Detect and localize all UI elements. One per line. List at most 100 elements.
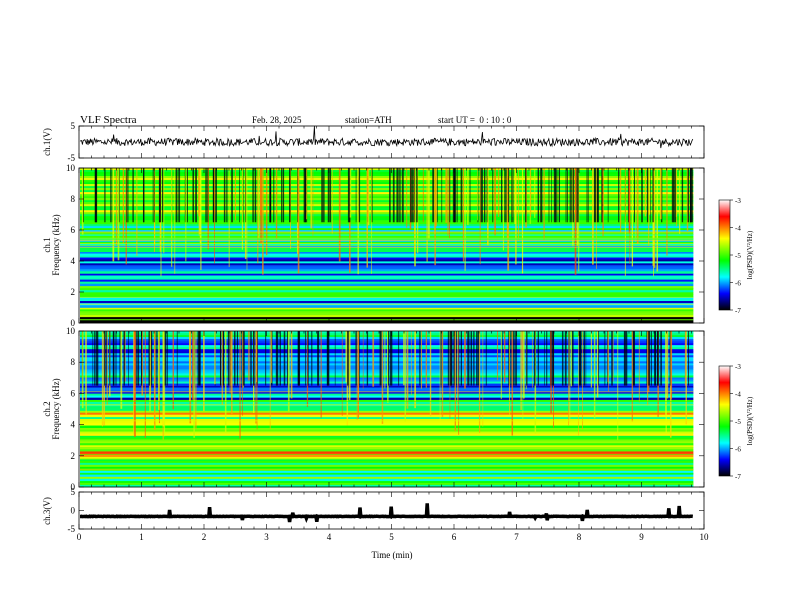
sferic-streak <box>671 168 674 223</box>
sferic-streak <box>406 331 409 409</box>
sferic-streak <box>447 331 449 386</box>
sferic-streak <box>222 331 225 386</box>
sferic-streak <box>402 168 404 223</box>
sferic-streak <box>569 331 571 423</box>
sferic-streak <box>195 168 197 223</box>
sferic-streak <box>425 331 428 388</box>
spectral-row <box>80 480 694 484</box>
sferic-streak <box>593 168 596 223</box>
spectral-row <box>80 391 694 394</box>
sferic-streak <box>106 331 107 386</box>
spectral-row <box>80 476 694 480</box>
spectral-row <box>80 367 694 370</box>
narrowband-line <box>80 420 694 422</box>
x-tick-label: 4 <box>327 532 332 542</box>
x-tick-label: 10 <box>700 532 710 542</box>
sferic-streak <box>305 331 307 386</box>
spectral-row <box>80 305 694 308</box>
sferic-streak <box>241 331 243 416</box>
sferic-streak <box>441 168 443 223</box>
x-tick-label: 6 <box>452 532 457 542</box>
sferic-streak <box>321 168 323 223</box>
sferic-streak <box>511 331 514 436</box>
ch1-freq-channel-label: ch.1 <box>42 237 52 252</box>
date-label: Feb. 28, 2025 <box>252 115 302 125</box>
sferic-streak <box>657 331 659 386</box>
spectral-row <box>80 393 694 396</box>
sferic-streak <box>521 331 524 379</box>
sferic-streak <box>483 168 486 223</box>
spectral-row <box>80 431 694 434</box>
sferic-streak <box>303 168 305 223</box>
sferic-streak <box>514 168 516 225</box>
sferic-streak <box>282 168 285 223</box>
sferic-streak <box>95 331 98 386</box>
sferic-streak <box>212 168 215 223</box>
sferic-streak <box>429 331 432 417</box>
spectral-row <box>80 202 694 205</box>
spectral-row <box>80 255 694 258</box>
sferic-streak <box>203 331 205 411</box>
sferic-streak <box>242 331 245 386</box>
sferic-streak <box>162 331 164 427</box>
sferic-streak <box>464 331 466 389</box>
sferic-streak <box>449 168 451 223</box>
sferic-streak <box>502 168 504 251</box>
sferic-streak <box>214 331 216 385</box>
sferic-streak <box>473 331 475 386</box>
sferic-streak <box>641 168 643 223</box>
narrowband-line <box>80 401 694 402</box>
spectral-row <box>80 345 694 348</box>
sferic-streak <box>617 331 619 440</box>
sferic-streak <box>109 331 111 386</box>
sferic-streak <box>150 331 153 386</box>
sferic-streak <box>290 331 293 399</box>
spectral-row <box>80 385 694 388</box>
sferic-streak <box>441 331 444 417</box>
sferic-streak <box>432 168 435 223</box>
sferic-streak <box>329 168 332 223</box>
spectral-row <box>80 253 694 256</box>
sferic-streak <box>690 168 693 223</box>
spectral-row <box>80 395 694 398</box>
spectral-row <box>80 212 694 215</box>
narrowband-line <box>80 444 694 446</box>
sferic-streak <box>275 168 278 239</box>
sferic-streak <box>110 168 112 223</box>
spectral-row <box>80 383 694 386</box>
spectral-row <box>80 300 694 304</box>
sferic-streak <box>192 168 195 223</box>
sferic-streak <box>426 168 428 262</box>
sferic-streak <box>541 168 543 223</box>
x-tick-label: 2 <box>202 532 207 542</box>
spectral-row <box>80 447 694 450</box>
sferic-streak <box>469 168 471 223</box>
sferic-streak <box>666 168 668 256</box>
spectral-row <box>80 267 694 270</box>
sferic-streak <box>85 331 87 415</box>
sferic-streak <box>413 168 415 223</box>
sferic-streak <box>567 168 568 223</box>
sferic-streak <box>564 331 567 386</box>
sferic-streak <box>428 168 430 240</box>
spectral-row <box>80 178 694 181</box>
spectral-row <box>80 216 694 219</box>
sferic-streak <box>355 168 357 223</box>
sferic-streak <box>178 168 180 223</box>
spectral-row <box>80 339 694 342</box>
spectral-row <box>80 188 694 191</box>
spectral-row <box>80 460 694 464</box>
sferic-streak <box>379 331 381 386</box>
x-tick-label: 9 <box>639 532 644 542</box>
sferic-streak <box>420 331 422 389</box>
sferic-streak <box>241 168 243 250</box>
sferic-streak <box>148 331 150 386</box>
sferic-streak <box>676 168 678 227</box>
sferic-streak <box>648 331 650 386</box>
sferic-streak <box>254 168 257 223</box>
spectral-row <box>80 449 694 452</box>
sferic-streak <box>417 168 419 254</box>
sferic-streak <box>246 168 248 270</box>
spectral-row <box>80 439 694 442</box>
